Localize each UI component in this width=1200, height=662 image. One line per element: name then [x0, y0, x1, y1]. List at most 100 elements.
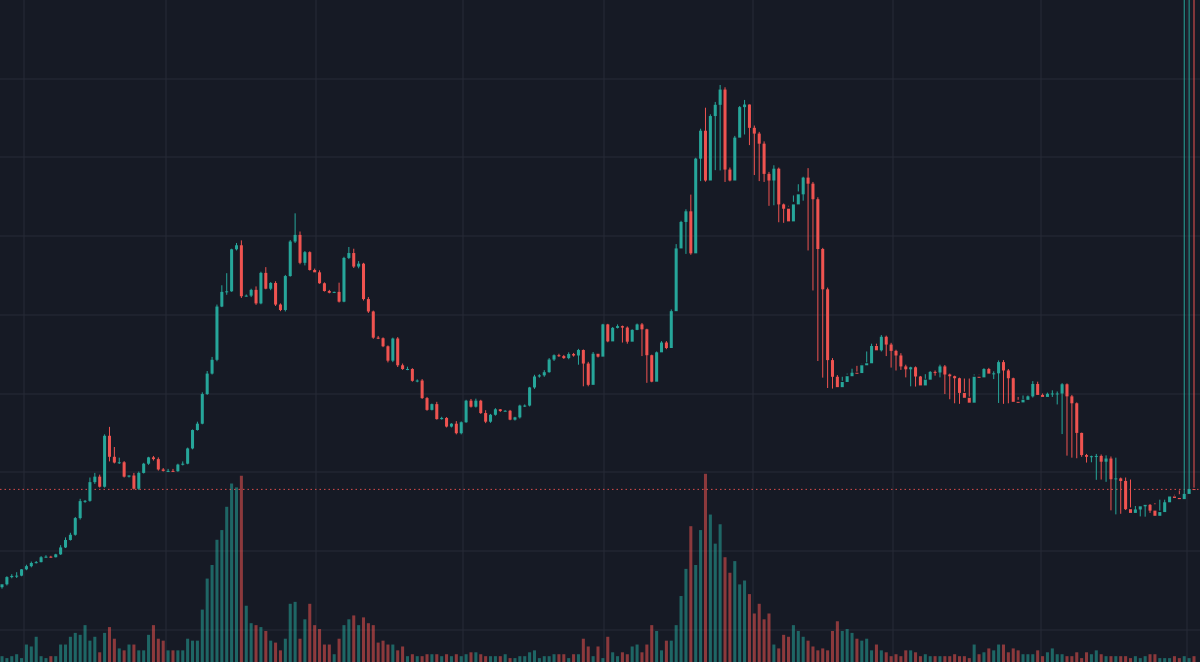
candle: [107, 426, 111, 462]
candle: [537, 374, 541, 378]
candle-body: [151, 457, 155, 460]
candle-body: [49, 556, 53, 558]
candle-body: [635, 324, 639, 330]
candle-body: [10, 575, 14, 578]
candle: [826, 287, 830, 389]
volume-bar: [415, 656, 419, 662]
candle-body: [703, 130, 707, 181]
volume-bar: [322, 644, 326, 662]
candle-body: [205, 373, 209, 395]
volume-bar: [161, 640, 165, 662]
candle-body: [659, 342, 664, 353]
candle: [611, 327, 615, 342]
volume-bar: [191, 640, 195, 662]
candle: [572, 352, 576, 357]
candle-body: [435, 404, 439, 420]
candle-body: [787, 208, 791, 222]
volume-bar: [20, 658, 24, 662]
candle-body: [59, 547, 63, 555]
candle-body: [337, 291, 341, 302]
candle: [49, 555, 53, 558]
candle: [420, 379, 424, 399]
candle-body: [699, 130, 703, 159]
candle: [938, 364, 942, 378]
volume-bar: [928, 656, 932, 662]
candle: [1001, 360, 1005, 404]
volume-bar: [493, 656, 497, 662]
candle: [332, 291, 336, 294]
volume-bar: [1001, 644, 1005, 662]
candle-body: [210, 359, 214, 374]
volume-bar: [801, 636, 805, 662]
candle-body: [386, 346, 390, 361]
volume-bar: [234, 487, 239, 662]
candle: [664, 341, 668, 350]
candle-body: [870, 346, 874, 364]
candle: [93, 472, 97, 484]
candle: [479, 399, 483, 414]
candle: [948, 373, 952, 400]
volume-bar: [332, 654, 336, 662]
candle: [68, 532, 72, 541]
candle-body: [1070, 396, 1074, 404]
volume-bar: [552, 654, 556, 662]
volume-bar: [430, 654, 434, 662]
volume-bar: [747, 594, 751, 662]
candle: [464, 399, 468, 423]
volume-bar: [254, 625, 258, 662]
candle: [5, 576, 9, 586]
candle: [547, 358, 551, 373]
volume-bar: [205, 578, 209, 662]
candle-body: [274, 282, 278, 305]
candle: [576, 348, 580, 365]
candle: [210, 356, 214, 375]
candle: [191, 429, 195, 450]
candle-body: [928, 371, 932, 380]
candle: [234, 242, 239, 251]
candle-body: [39, 557, 43, 563]
volume-bar: [1109, 656, 1113, 662]
volume-bar: [347, 619, 351, 662]
candle: [855, 365, 859, 374]
volume-bar: [244, 605, 248, 662]
candle: [225, 273, 229, 295]
volume-bar: [855, 638, 859, 662]
volume-bar: [586, 646, 590, 662]
candle: [313, 268, 317, 273]
candle-body: [821, 249, 825, 290]
volume-bar: [542, 656, 546, 662]
candle: [1182, 0, 1186, 500]
volume-bar: [10, 656, 14, 662]
volume-bar: [723, 557, 727, 662]
volume-bar: [1172, 656, 1176, 662]
candle: [176, 463, 180, 472]
candle: [957, 377, 962, 404]
candle: [391, 337, 395, 363]
candle: [801, 176, 805, 201]
candle: [454, 421, 458, 435]
candle: [581, 349, 585, 387]
volume-bar: [596, 646, 600, 662]
candle-body: [616, 326, 620, 328]
candle-body: [264, 272, 268, 289]
candle: [161, 468, 165, 472]
volume-bar: [669, 640, 673, 662]
candle: [703, 107, 707, 182]
volume-bar: [73, 632, 77, 662]
candle: [909, 366, 913, 387]
volume-bar: [796, 630, 800, 662]
volume-bar: [283, 638, 287, 662]
candle-body: [987, 369, 991, 374]
candle: [557, 353, 561, 357]
volume-bar: [1036, 650, 1040, 662]
candle-body: [415, 380, 419, 382]
volume-bar: [181, 650, 185, 662]
candle-body: [586, 363, 590, 385]
candle-body: [1182, 493, 1186, 500]
volume-bar: [645, 644, 649, 662]
candle-body: [405, 369, 409, 371]
candle-body: [234, 245, 239, 250]
volume-bar: [708, 514, 712, 662]
